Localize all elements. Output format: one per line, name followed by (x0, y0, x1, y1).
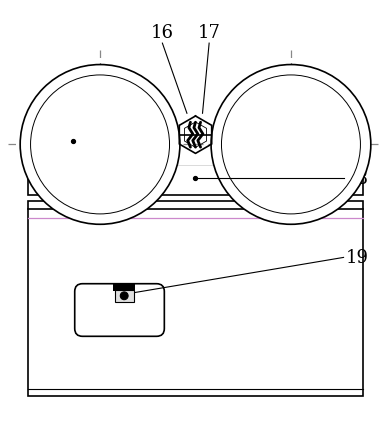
Circle shape (20, 66, 180, 225)
Bar (28, 201, 363, 396)
Text: 18: 18 (346, 169, 368, 187)
Text: 19: 19 (346, 249, 368, 267)
Text: 16: 16 (151, 24, 174, 42)
Circle shape (120, 292, 128, 300)
Circle shape (211, 66, 371, 225)
Circle shape (30, 76, 170, 214)
Bar (28, 135, 363, 196)
Bar (115, 290, 134, 302)
Circle shape (221, 76, 361, 214)
FancyBboxPatch shape (75, 284, 164, 336)
Bar (113, 283, 135, 291)
Text: 17: 17 (198, 24, 221, 42)
